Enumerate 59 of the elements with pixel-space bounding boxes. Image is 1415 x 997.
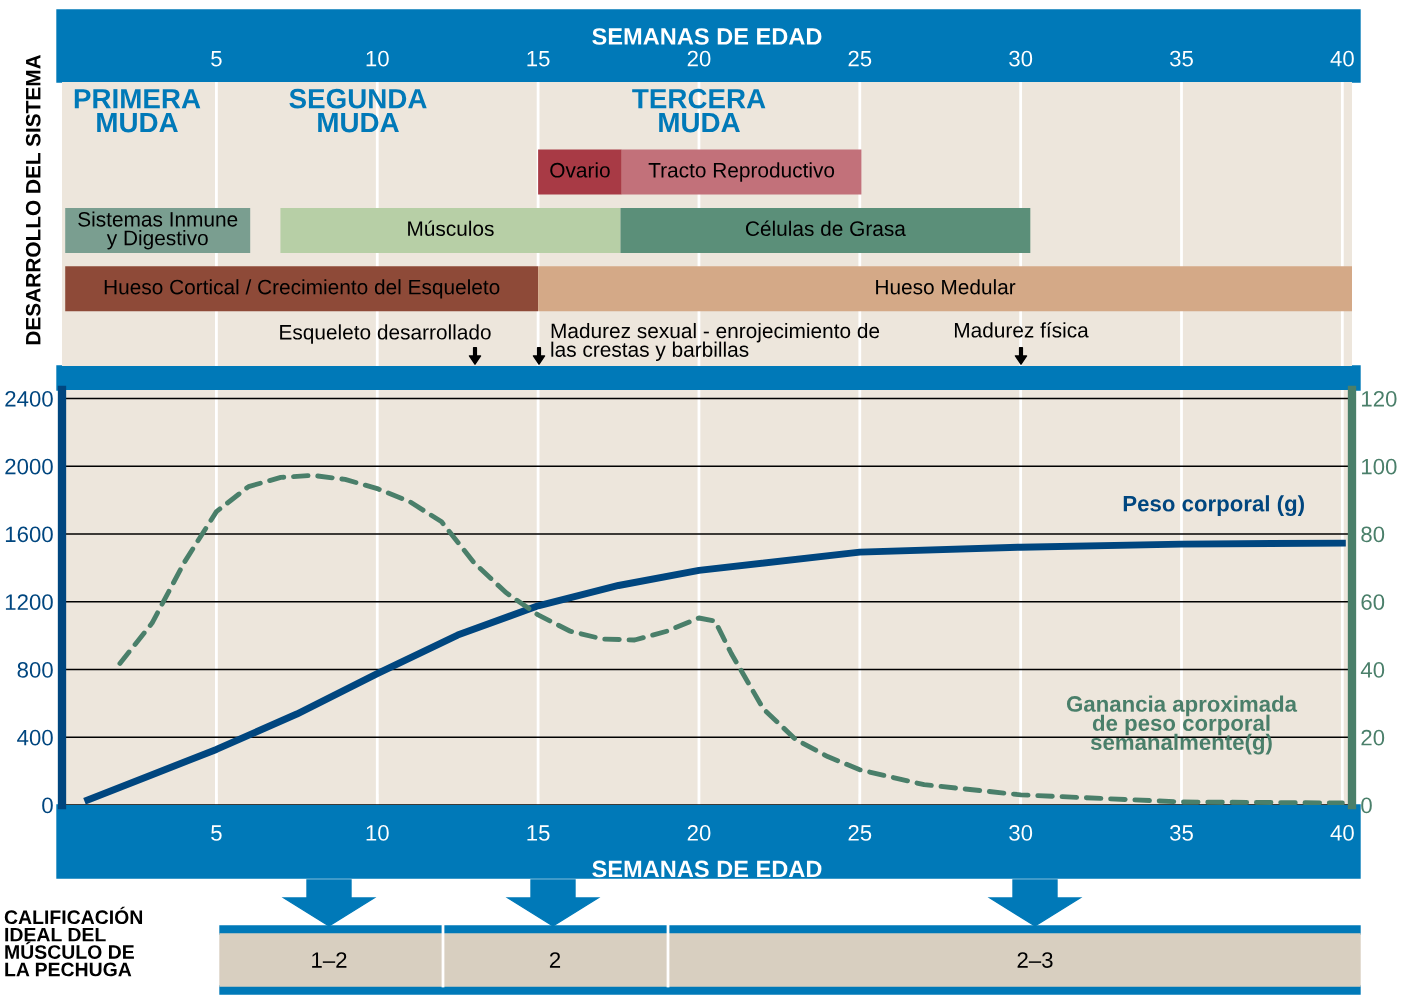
bar	[621, 149, 862, 195]
annotation: Esqueleto desarrollado	[280, 324, 491, 344]
x-axis-title: SEMANAS DE EDAD	[592, 860, 822, 878]
data-label: Hueso Medular	[876, 279, 1016, 295]
y-tick-label: 0	[42, 797, 53, 814]
y2-tick-label: 0	[1361, 797, 1372, 814]
x-tick-label: 30	[1009, 825, 1033, 841]
y-tick-label: 400	[17, 729, 53, 746]
data-label: Hueso Cortical / Crecimiento del Esqueleto	[104, 279, 500, 299]
y2-tick-label: 120	[1362, 391, 1397, 407]
x-tick-label: 40	[1330, 50, 1354, 67]
y-tick-label: 1600	[5, 526, 53, 543]
bar	[538, 266, 1352, 312]
y-tick-label: 2400	[5, 391, 53, 407]
bar	[538, 149, 622, 195]
text: 2–3	[1017, 952, 1053, 968]
data-label: Células de Grasa	[745, 220, 906, 237]
y2-tick-label: 80	[1361, 526, 1385, 543]
annotation: Madurez sexual - enrojecimiento de las crestas y barbillas	[551, 322, 880, 362]
annotation: TERCERA MUDA	[632, 88, 766, 133]
x-tick-label: 10	[366, 50, 389, 67]
y-tick-label: 2000	[5, 458, 53, 475]
data-label: Músculos	[408, 220, 494, 237]
y2-tick-label: 20	[1361, 729, 1385, 746]
annotation: SEGUNDA MUDA	[289, 88, 427, 133]
data-label: Sistemas Inmune y Digestivo	[78, 211, 238, 250]
annotation: Madurez física	[954, 322, 1089, 338]
x-tick-label: 20	[687, 50, 711, 67]
x-tick-label: 35	[1169, 825, 1193, 841]
x-tick-label: 10	[366, 825, 389, 841]
data-label: Ovario	[550, 162, 610, 178]
y2-tick-label: 60	[1361, 594, 1385, 611]
line-series	[117, 472, 1345, 805]
data-label: Tracto Reproductivo	[648, 162, 835, 182]
text: DESARROLLO DEL SISTEMA	[25, 54, 41, 345]
x-tick-label: 15	[527, 825, 550, 841]
x-tick-label: 5	[211, 50, 222, 67]
series-label: Peso corporal (g)	[1123, 495, 1304, 517]
bar	[65, 266, 539, 312]
y2-tick-label: 40	[1360, 662, 1385, 678]
series-label: Ganancia aproximada de peso corporal semanalmente(g)	[1066, 695, 1298, 755]
bar	[620, 207, 1031, 253]
bar	[280, 207, 621, 253]
x-tick-label: 25	[848, 50, 872, 67]
y2-tick-label: 100	[1362, 458, 1397, 475]
x-tick-label: 35	[1169, 50, 1193, 67]
x-axis-title: SEMANAS DE EDAD	[592, 28, 822, 45]
text: 2	[549, 952, 561, 968]
x-tick-label: 15	[527, 50, 550, 67]
y-tick-label: 800	[17, 662, 53, 678]
x-tick-label: 30	[1009, 50, 1033, 67]
x-tick-label: 40	[1330, 825, 1354, 841]
annotation: PRIMERA MUDA	[74, 89, 201, 133]
x-tick-label: 25	[848, 825, 872, 841]
text: 1–2	[312, 952, 347, 968]
x-tick-label: 5	[211, 825, 222, 841]
x-tick-label: 20	[687, 825, 711, 841]
text: CALIFICACIÓN IDEAL DEL MÚSCULO DE LA PECHUGA	[4, 906, 143, 977]
y-tick-label: 1200	[5, 594, 53, 611]
